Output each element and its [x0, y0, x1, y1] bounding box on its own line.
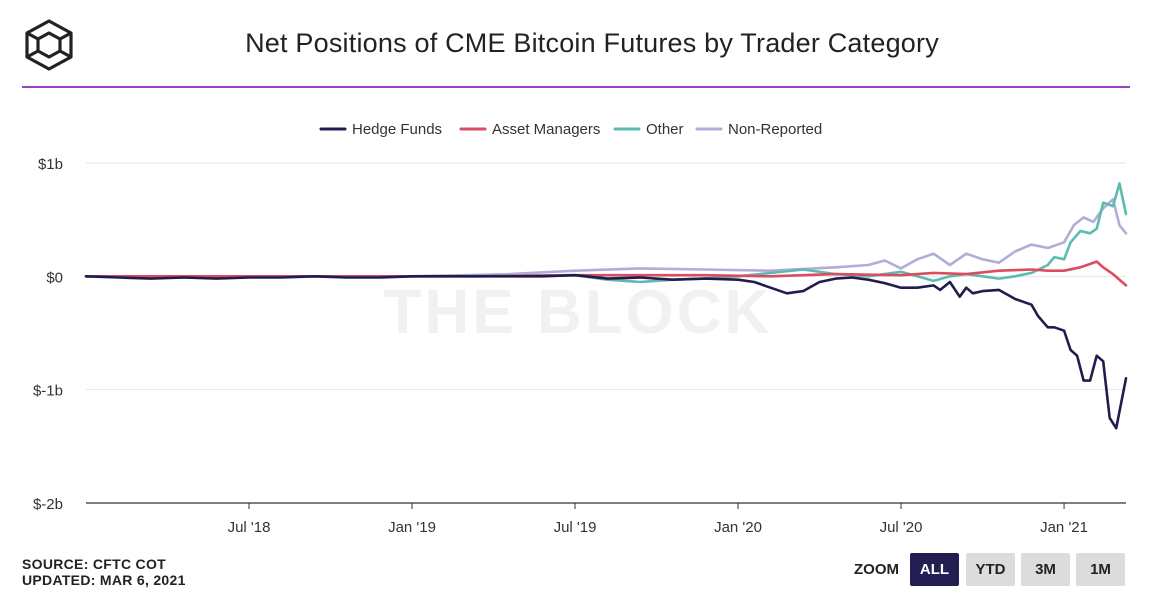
legend-label: Non-Reported — [728, 121, 822, 138]
watermark: THE BLOCK — [384, 278, 773, 347]
the-block-logo — [25, 19, 73, 71]
legend-label: Asset Managers — [492, 121, 600, 138]
y-tick-label: $0 — [46, 269, 63, 286]
x-tick-label: Jul '18 — [228, 519, 271, 536]
zoom-all-button[interactable]: ALL — [910, 553, 959, 586]
zoom-3m-button[interactable]: 3M — [1021, 553, 1070, 586]
title-divider — [22, 86, 1130, 88]
y-axis: $1b $0 $-1b $-2b — [33, 156, 63, 513]
y-tick-label: $1b — [38, 156, 63, 173]
series-lines — [84, 182, 1128, 430]
legend-item[interactable]: Other — [613, 121, 684, 138]
series-line-non-reported — [84, 198, 1128, 278]
zoom-1m-button[interactable]: 1M — [1076, 553, 1125, 586]
legend-label: Hedge Funds — [352, 121, 442, 138]
x-tick-label: Jan '20 — [714, 519, 762, 536]
x-axis: Jul '18 Jan '19 Jul '19 Jan '20 Jul '20 Jan '… — [228, 503, 1088, 536]
x-tick-label: Jan '19 — [388, 519, 436, 536]
x-tick-label: Jan '21 — [1040, 519, 1088, 536]
legend-item[interactable]: Non-Reported — [695, 121, 822, 138]
series-line-hedge-funds — [84, 273, 1128, 430]
x-tick-label: Jul '20 — [880, 519, 923, 536]
legend-item[interactable]: Asset Managers — [459, 121, 600, 138]
legend-item[interactable]: Hedge Funds — [319, 121, 442, 138]
y-tick-label: $-1b — [33, 383, 63, 400]
legend-label: Other — [646, 121, 684, 138]
source-text: SOURCE: CFTC COT — [22, 556, 167, 572]
footer: SOURCE: CFTC COT UPDATED: MAR 6, 2021 — [22, 556, 186, 588]
zoom-ytd-button[interactable]: YTD — [966, 553, 1015, 586]
updated-text: UPDATED: MAR 6, 2021 — [22, 572, 186, 588]
y-tick-label: $-2b — [33, 496, 63, 513]
series-line-other — [84, 182, 1128, 284]
zoom-label: ZOOM — [854, 561, 899, 578]
x-tick-label: Jul '19 — [554, 519, 597, 536]
chart-title: Net Positions of CME Bitcoin Futures by … — [245, 28, 939, 58]
legend: Hedge Funds Asset Managers Other Non-Report… — [319, 121, 822, 138]
